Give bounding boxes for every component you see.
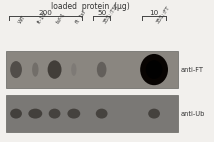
Text: 35S::TSF: 35S::TSF [103,2,121,24]
Ellipse shape [96,109,107,119]
Text: 10: 10 [149,10,159,16]
Ellipse shape [146,60,162,79]
Ellipse shape [97,62,106,77]
Ellipse shape [10,109,22,119]
Ellipse shape [49,109,60,119]
Ellipse shape [10,61,22,78]
Text: 35S::FT: 35S::FT [155,5,171,24]
Text: 200: 200 [38,10,52,16]
Text: ft-10: ft-10 [36,11,48,24]
Text: WT: WT [17,14,26,24]
Ellipse shape [140,54,168,85]
Bar [6,51,178,88]
Text: anti-Ub: anti-Ub [181,111,205,117]
Text: ft  tsf: ft tsf [75,9,87,24]
Text: loaded  protein  (μg): loaded protein (μg) [51,2,129,11]
Text: 50: 50 [97,10,106,16]
Ellipse shape [28,109,42,119]
Text: anti-FT: anti-FT [181,67,204,73]
Bar [6,95,178,132]
Ellipse shape [67,109,80,119]
Text: tsf-1: tsf-1 [56,11,67,24]
Ellipse shape [71,63,76,76]
Ellipse shape [48,60,62,79]
Ellipse shape [32,62,39,77]
Ellipse shape [148,109,160,119]
